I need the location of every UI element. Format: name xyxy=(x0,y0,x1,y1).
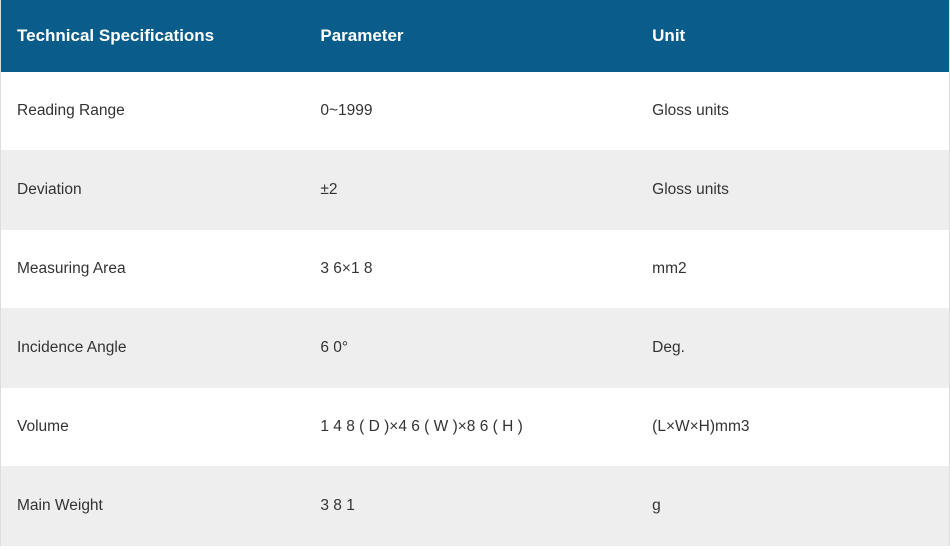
cell-unit: mm2 xyxy=(636,260,949,278)
table-row: Volume 1 4 8 ( D )×4 6 ( W )×8 6 ( H ) (… xyxy=(1,388,949,467)
table-header-row: Technical Specifications Parameter Unit xyxy=(1,0,949,72)
header-spec: Technical Specifications xyxy=(1,26,304,46)
table-row: Measuring Area 3 6×1 8 mm2 xyxy=(1,230,949,309)
table-row: Reading Range 0~1999 Gloss units xyxy=(1,72,949,151)
cell-spec: Measuring Area xyxy=(1,260,304,278)
cell-parameter: 1 4 8 ( D )×4 6 ( W )×8 6 ( H ) xyxy=(304,418,636,436)
cell-unit: g xyxy=(636,497,949,515)
cell-parameter: 3 8 1 xyxy=(304,497,636,515)
cell-parameter: 0~1999 xyxy=(304,102,636,120)
table-row: Incidence Angle 6 0° Deg. xyxy=(1,309,949,388)
table-row: Deviation ±2 Gloss units xyxy=(1,151,949,230)
cell-spec: Incidence Angle xyxy=(1,339,304,357)
cell-parameter: 3 6×1 8 xyxy=(304,260,636,278)
cell-spec: Reading Range xyxy=(1,102,304,120)
cell-unit: (L×W×H)mm3 xyxy=(636,418,949,436)
header-parameter: Parameter xyxy=(304,26,636,46)
header-unit: Unit xyxy=(636,26,949,46)
cell-parameter: ±2 xyxy=(304,181,636,199)
specifications-table: Technical Specifications Parameter Unit … xyxy=(0,0,950,546)
cell-spec: Deviation xyxy=(1,181,304,199)
table-row: Main Weight 3 8 1 g xyxy=(1,467,949,546)
cell-parameter: 6 0° xyxy=(304,339,636,357)
cell-spec: Main Weight xyxy=(1,497,304,515)
cell-unit: Gloss units xyxy=(636,102,949,120)
cell-unit: Deg. xyxy=(636,339,949,357)
cell-spec: Volume xyxy=(1,418,304,436)
cell-unit: Gloss units xyxy=(636,181,949,199)
